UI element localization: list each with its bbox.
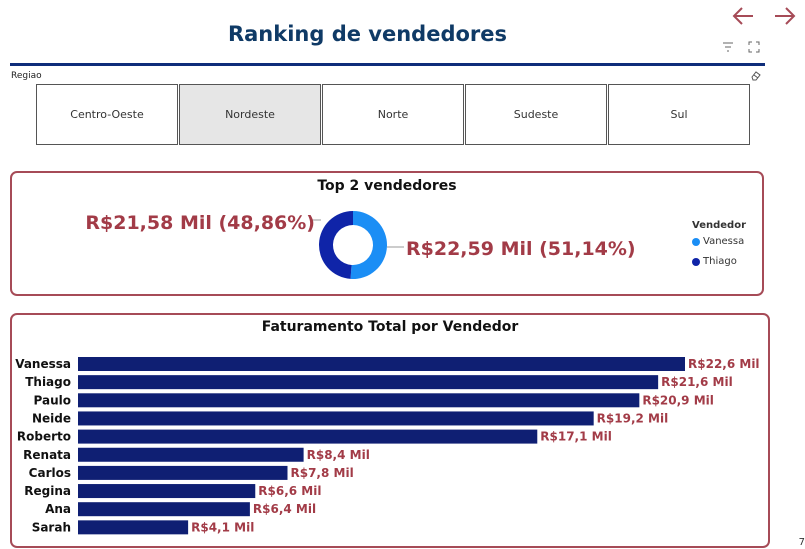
bar-data-label: R$6,4 Mil — [253, 502, 316, 516]
bar-data-label: R$19,2 Mil — [597, 411, 669, 425]
bar-data-label: R$7,8 Mil — [290, 466, 353, 480]
arrow-left-icon[interactable] — [729, 2, 757, 30]
bar-carlos[interactable] — [78, 465, 288, 480]
legend-item-thiago[interactable]: Thiago — [692, 256, 746, 267]
bar-data-label: R$21,6 Mil — [661, 375, 733, 389]
bar-data-label: R$4,1 Mil — [191, 520, 254, 534]
bar-category-label: Sarah — [32, 520, 71, 534]
bar-data-label: R$20,9 Mil — [642, 393, 714, 407]
bar-category-label: Regina — [24, 484, 71, 498]
data-label-vanessa: R$22,59 Mil (51,14%) — [406, 238, 636, 260]
bar-vanessa[interactable] — [78, 357, 685, 371]
bar-category-label: Carlos — [29, 466, 71, 480]
bar-chart-title: Faturamento Total por Vendedor — [261, 319, 519, 335]
legend-item-vanessa[interactable]: Vanessa — [692, 236, 746, 247]
bar-sarah[interactable] — [78, 520, 189, 535]
page-number: 7 — [798, 537, 805, 548]
donut-slice-vanessa[interactable] — [350, 211, 387, 279]
bar-thiago[interactable] — [78, 375, 659, 390]
donut-legend: Vendedor Vanessa Thiago — [692, 220, 746, 276]
donut-chart-title: Top 2 vendedores — [317, 178, 457, 194]
focus-mode-icon[interactable] — [748, 41, 760, 53]
filter-icon[interactable] — [722, 41, 734, 53]
page-navigation — [729, 2, 799, 30]
bar-category-label: Paulo — [34, 393, 71, 407]
slicer-options: Centro-Oeste Nordeste Norte Sudeste Sul — [36, 84, 750, 145]
slicer-option-sudeste[interactable]: Sudeste — [465, 84, 607, 145]
legend-title: Vendedor — [692, 220, 746, 231]
visual-header-icons — [722, 41, 760, 53]
slicer-option-centro-oeste[interactable]: Centro-Oeste — [36, 84, 178, 145]
bar-renata[interactable] — [78, 447, 304, 462]
legend-marker-vanessa — [692, 237, 700, 246]
data-label-thiago: R$21,58 Mil (48,86%) — [85, 212, 315, 234]
bar-category-label: Ana — [45, 502, 71, 516]
slicer-label: Regiao — [11, 71, 42, 81]
region-slicer: Regiao Centro-Oeste Nordeste Norte Sudes… — [10, 66, 765, 152]
legend-marker-thiago — [692, 257, 700, 266]
bar-ana[interactable] — [78, 502, 250, 517]
bar-category-label: Roberto — [17, 430, 71, 444]
legend-label-thiago: Thiago — [703, 256, 737, 267]
bar-category-label: Renata — [23, 448, 71, 462]
arrow-right-icon[interactable] — [771, 2, 799, 30]
slicer-option-norte[interactable]: Norte — [322, 84, 464, 145]
bar-category-label: Thiago — [25, 375, 71, 389]
slicer-option-nordeste[interactable]: Nordeste — [179, 84, 321, 145]
bar-data-label: R$8,4 Mil — [307, 448, 370, 462]
revenue-bar-card: Faturamento Total por Vendedor Vanessa R$… — [10, 313, 770, 548]
donut-slice-thiago[interactable] — [318, 211, 353, 279]
bar-data-label: R$6,6 Mil — [258, 484, 321, 498]
top2-donut-card: Top 2 vendedores R$22,59 Mil (51,14%) R$2… — [10, 171, 764, 296]
donut-chart[interactable]: R$22,59 Mil (51,14%) R$21,58 Mil (48,86%) — [12, 173, 762, 294]
bar-category-label: Neide — [32, 411, 71, 425]
bar-paulo[interactable] — [78, 393, 640, 408]
bar-neide[interactable] — [78, 411, 594, 426]
bar-regina[interactable] — [78, 484, 256, 499]
bar-category-label: Vanessa — [15, 357, 71, 371]
slicer-option-sul[interactable]: Sul — [608, 84, 750, 145]
legend-label-vanessa: Vanessa — [703, 236, 745, 247]
bar-roberto[interactable] — [78, 429, 538, 444]
bar-chart[interactable]: Vanessa R$22,6 Mil Thiago R$21,6 Mil Paulo R$… — [12, 315, 768, 546]
header-divider — [10, 63, 765, 66]
page-title: Ranking de vendedores — [227, 22, 508, 46]
bar-data-label: R$17,1 Mil — [540, 430, 612, 444]
eraser-icon[interactable] — [750, 70, 761, 81]
bar-data-label: R$22,6 Mil — [688, 357, 760, 371]
